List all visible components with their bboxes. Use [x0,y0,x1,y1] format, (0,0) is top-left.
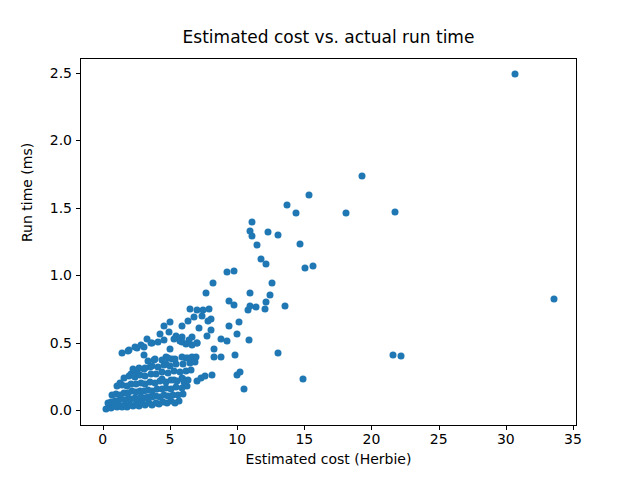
scatter-point [299,376,306,383]
scatter-point [392,208,399,215]
y-tick-mark [76,343,80,344]
y-tick-label: 2.0 [0,132,72,148]
scatter-point [206,305,213,312]
x-tick-label: 0 [98,431,107,447]
x-tick-label: 30 [497,431,515,447]
scatter-point [210,346,217,353]
scatter-point [204,317,211,324]
scatter-point [248,219,255,226]
scatter-point [292,209,299,216]
scatter-point [208,372,215,379]
scatter-point [188,366,195,373]
scatter-point [234,330,241,337]
scatter-point [275,231,282,238]
scatter-point [267,292,274,299]
scatter-point [118,349,125,356]
scatter-point [161,336,168,343]
scatter-point [180,390,187,397]
scatter-point [185,376,192,383]
scatter-point [264,228,271,235]
scatter-point [245,336,252,343]
plot-area [80,58,577,426]
scatter-point [235,319,242,326]
scatter-point [192,354,199,361]
scatter-point [194,378,201,385]
x-tick-mark [371,426,372,430]
x-tick-label: 10 [228,431,246,447]
chart-title: Estimated cost vs. actual run time [80,27,577,47]
scatter-point [550,296,557,303]
scatter-point [275,350,282,357]
scatter-point [358,173,365,180]
scatter-point [204,332,211,339]
scatter-point [302,265,309,272]
scatter-point [296,241,303,248]
scatter-point [397,353,404,360]
scatter-point [231,268,238,275]
scatter-point [306,192,313,199]
y-tick-mark [76,73,80,74]
scatter-point [232,351,239,358]
scatter-point [185,355,192,362]
y-tick-label: 2.5 [0,65,72,81]
scatter-point [185,317,192,324]
scatter-point [178,322,185,329]
scatter-point [236,369,243,376]
scatter-point [137,342,144,349]
scatter-point [167,346,174,353]
x-tick-label: 15 [295,431,313,447]
y-tick-mark [76,208,80,209]
scatter-point [389,351,396,358]
figure: Estimated cost vs. actual run time 0 5 10 1… [0,0,640,480]
scatter-point [167,319,174,326]
x-tick-label: 25 [430,431,448,447]
scatter-point [244,307,251,314]
scatter-point [342,209,349,216]
scatter-point [511,70,518,77]
scatter-point [241,386,248,393]
x-tick-label: 35 [564,431,582,447]
scatter-point [225,322,232,329]
scatter-point [202,289,209,296]
y-tick-mark [76,410,80,411]
x-tick-mark [170,426,171,430]
y-tick-mark [76,275,80,276]
x-tick-mark [439,426,440,430]
scatter-point [263,261,270,268]
scatter-point [125,348,132,355]
scatter-point [224,337,231,344]
x-tick-label: 5 [166,431,175,447]
scatter-point [217,336,224,343]
x-tick-mark [304,426,305,430]
scatter-point [247,289,254,296]
scatter-point [209,280,216,287]
x-tick-mark [506,426,507,430]
x-tick-mark [237,426,238,430]
y-tick-label: 0.5 [0,335,72,351]
x-axis-label: Estimated cost (Herbie) [80,451,577,467]
scatter-point [268,280,275,287]
scatter-point [252,304,259,311]
scatter-point [310,262,317,269]
y-tick-label: 1.5 [0,200,72,216]
x-tick-mark [103,426,104,430]
scatter-point [253,242,260,249]
scatter-point [217,354,224,361]
scatter-point [201,373,208,380]
y-tick-label: 1.0 [0,267,72,283]
scatter-point [189,342,196,349]
x-tick-label: 20 [363,431,381,447]
y-tick-mark [76,140,80,141]
y-tick-label: 0.0 [0,402,72,418]
scatter-point [262,305,269,312]
scatter-point [184,383,191,390]
scatter-point [283,201,290,208]
scatter-point [231,301,238,308]
scatter-point [170,336,177,343]
scatter-point [282,303,289,310]
scatter-point [249,232,256,239]
x-tick-mark [573,426,574,430]
scatter-point [196,324,203,331]
